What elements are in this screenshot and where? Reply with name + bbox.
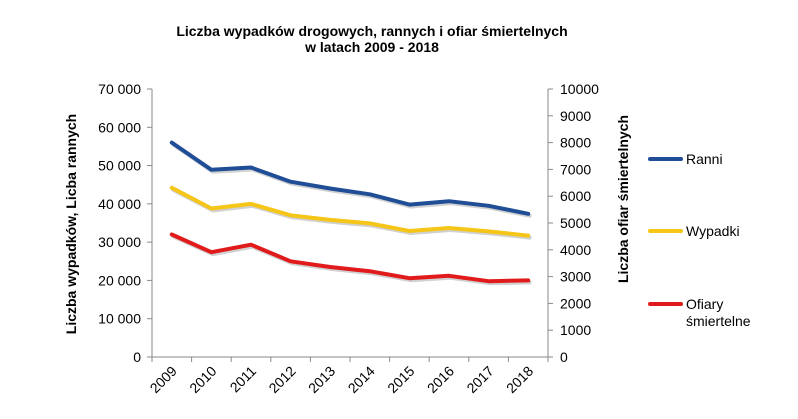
- legend-label: śmiertelne: [686, 313, 751, 329]
- x-axis-tick-label: 2010: [186, 363, 219, 396]
- x-axis-tick-label: 2009: [147, 363, 180, 396]
- right-axis-tick-label: 1000: [560, 322, 591, 338]
- series-line-wypadki: [169, 185, 531, 238]
- right-axis-tick-label: 5000: [560, 215, 591, 231]
- x-axis-tick-label: 2015: [384, 363, 417, 396]
- left-axis-tick-label: 10 000: [98, 311, 141, 327]
- left-axis-tick-label: 30 000: [98, 234, 141, 250]
- x-axis-tick-label: 2012: [265, 363, 298, 396]
- series-line-ofiary-śmiertelne: [169, 232, 531, 284]
- chart-title-line-1: Liczba wypadków drogowych, rannych i ofi…: [176, 23, 567, 39]
- right-axis-tick-label: 2000: [560, 295, 591, 311]
- x-axis-tick-label: 2016: [424, 363, 457, 396]
- series-lines: [169, 140, 532, 286]
- right-axis-tick-label: 9000: [560, 108, 591, 124]
- chart-title-line-2: w latach 2009 - 2018: [304, 39, 439, 55]
- legend-label: Wypadki: [686, 223, 740, 239]
- right-axis-tick-label: 7000: [560, 161, 591, 177]
- right-axis-tick-label: 10000: [560, 81, 599, 97]
- x-axis-tick-label: 2011: [227, 363, 260, 396]
- right-axis-tick-label: 8000: [560, 135, 591, 151]
- right-axis-tick-label: 4000: [560, 242, 591, 258]
- left-axis-tick-label: 60 000: [98, 119, 141, 135]
- legend-label: Ofiary: [686, 296, 723, 312]
- series-line-ranni: [169, 140, 531, 216]
- right-axis-tick-label: 0: [560, 349, 568, 365]
- left-axis-tick-label: 70 000: [98, 81, 141, 97]
- left-axis-tick-label: 0: [133, 349, 141, 365]
- right-axis-tick-label: 6000: [560, 188, 591, 204]
- x-axis-tick-label: 2013: [305, 363, 338, 396]
- left-axis-label: Liczba wypadków, Licba rannych: [63, 114, 79, 334]
- x-axis-tick-label: 2014: [345, 363, 378, 396]
- series-line-shadow-ofiary-śmiertelne: [171, 234, 532, 286]
- left-axis-tick-label: 20 000: [98, 272, 141, 288]
- right-axis-label: Liczba ofiar śmiertelnych: [615, 115, 631, 283]
- left-axis-tick-label: 50 000: [98, 158, 141, 174]
- axes: 0 10 000 20 000 30 000 40 000 50 000 60 000 70 …: [98, 81, 599, 396]
- right-axis-tick-label: 3000: [560, 269, 591, 285]
- x-axis-tick-label: 2017: [463, 363, 496, 396]
- x-axis-tick-label: 2018: [503, 363, 536, 396]
- legend-label: Ranni: [686, 151, 723, 167]
- left-axis-tick-label: 40 000: [98, 196, 141, 212]
